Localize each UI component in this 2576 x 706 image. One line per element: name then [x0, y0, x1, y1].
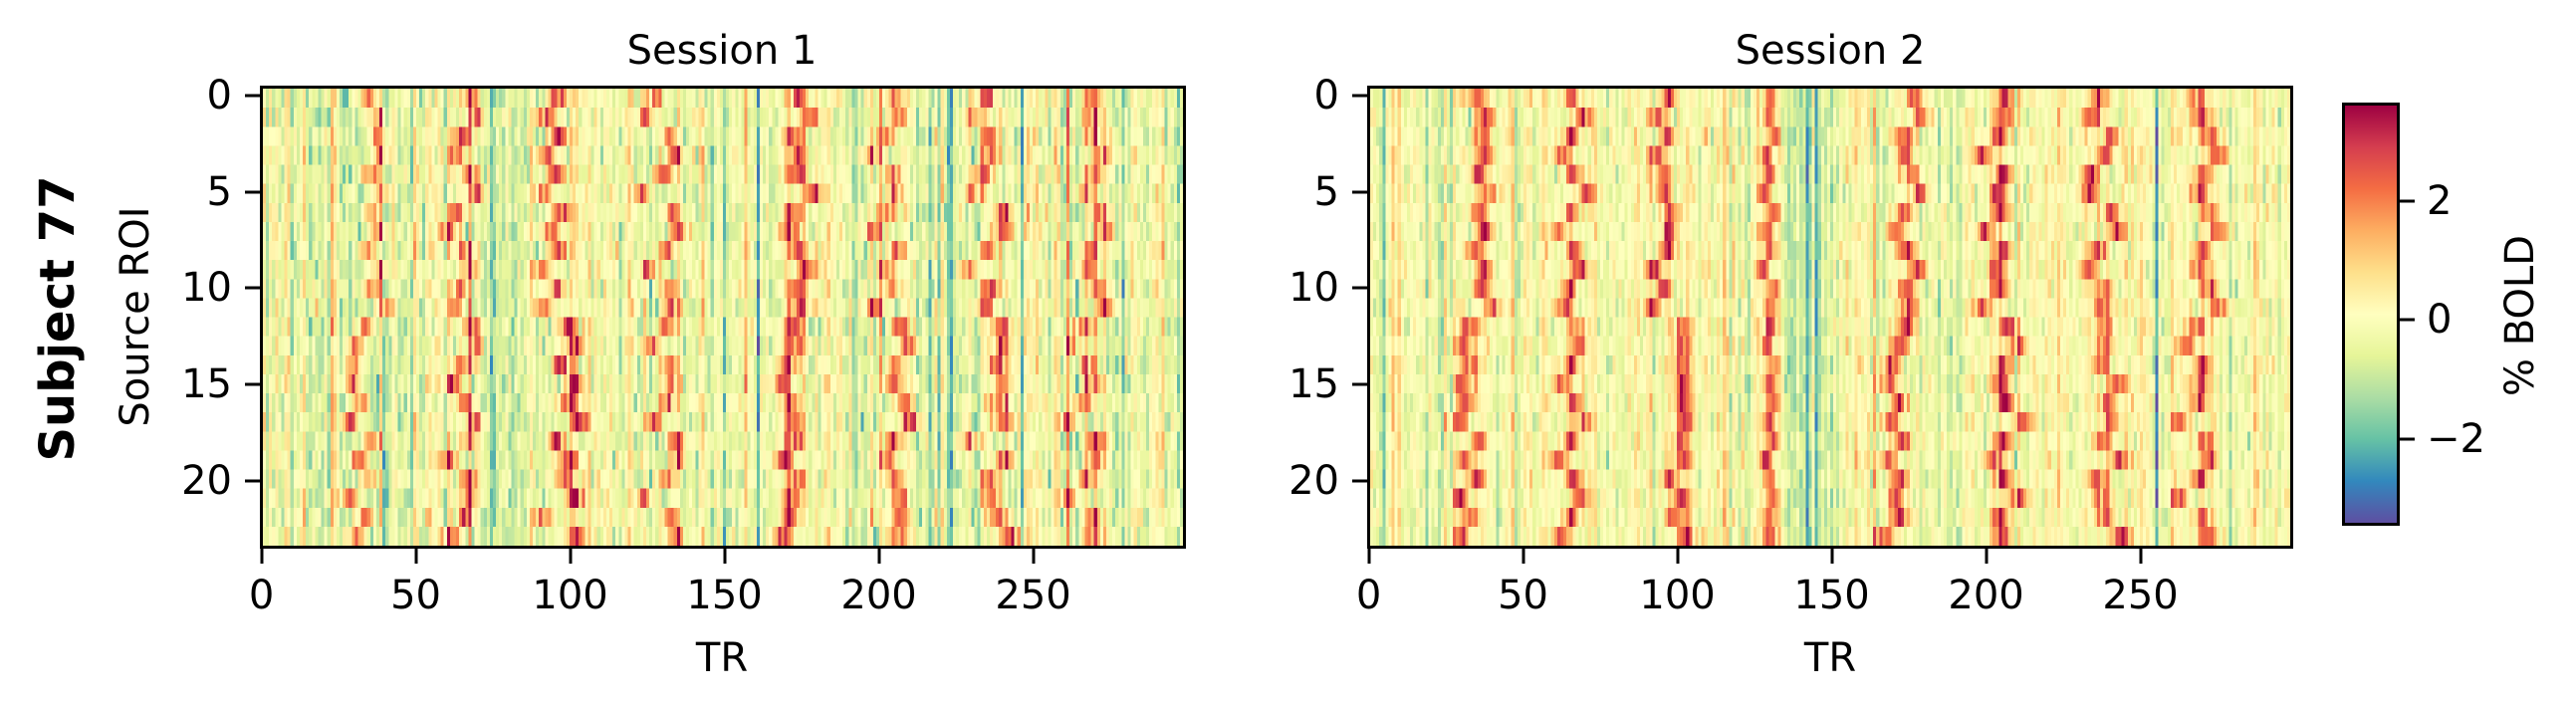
x-tick-label: 50	[390, 573, 441, 618]
colorbar-tick	[2400, 199, 2415, 203]
y-tick-label: 15	[1288, 361, 1339, 408]
x-tick-label: 250	[2102, 573, 2179, 618]
y-tick	[1352, 479, 1367, 483]
colorbar-tick-label: 0	[2427, 297, 2453, 344]
y-tick	[245, 286, 260, 290]
y-tick	[1352, 382, 1367, 386]
colorbar-tick	[2400, 437, 2415, 441]
x-tick	[260, 549, 264, 564]
x-tick	[1032, 549, 1036, 564]
x-tick	[877, 549, 881, 564]
y-tick-label: 10	[181, 265, 232, 312]
x-tick-label: 0	[248, 573, 275, 618]
x-tick	[1676, 549, 1680, 564]
x-tick	[1985, 549, 1989, 564]
panel-title: Session 2	[1735, 28, 1926, 74]
x-tick-label: 100	[532, 573, 608, 618]
colorbar-tick	[2400, 318, 2415, 322]
colorbar-label: % BOLD	[2497, 234, 2543, 397]
y-tick-label: 5	[1313, 168, 1339, 215]
x-axis-label: TR	[695, 635, 749, 681]
y-tick-label: 0	[206, 72, 232, 118]
x-tick-label: 50	[1498, 573, 1548, 618]
y-tick	[245, 94, 260, 98]
y-tick	[1352, 190, 1367, 194]
y-tick	[1352, 94, 1367, 98]
heatmap-image	[263, 89, 1183, 546]
colorbar-tick-label: 2	[2427, 177, 2453, 224]
x-tick	[1830, 549, 1834, 564]
x-tick	[1367, 549, 1371, 564]
x-tick-label: 250	[995, 573, 1071, 618]
y-tick-label: 0	[1313, 72, 1339, 118]
x-tick-label: 200	[840, 573, 917, 618]
heatmap-axes	[1367, 86, 2293, 549]
subject-row-label: Subject 77	[30, 175, 86, 462]
x-tick-label: 0	[1355, 573, 1382, 618]
y-axis-label: Source ROI	[113, 206, 158, 427]
y-tick	[245, 190, 260, 194]
colorbar-gradient	[2342, 103, 2400, 526]
x-tick-label: 200	[1948, 573, 2024, 618]
y-tick	[245, 479, 260, 483]
x-axis-label: TR	[1803, 635, 1857, 681]
y-tick	[1352, 286, 1367, 290]
x-tick-label: 150	[1793, 573, 1870, 618]
x-tick	[569, 549, 573, 564]
x-tick	[414, 549, 418, 564]
x-tick-label: 150	[686, 573, 763, 618]
colorbar-tick-label: −2	[2427, 416, 2485, 463]
x-tick-label: 100	[1639, 573, 1716, 618]
heatmap-axes	[260, 86, 1186, 549]
y-tick-label: 20	[1288, 458, 1339, 505]
x-tick	[723, 549, 727, 564]
x-tick	[1522, 549, 1525, 564]
heatmap-image	[1370, 89, 2290, 546]
y-tick	[245, 382, 260, 386]
y-tick-label: 20	[181, 458, 232, 505]
panel-title: Session 1	[626, 28, 818, 74]
y-tick-label: 10	[1288, 265, 1339, 312]
x-tick	[2139, 549, 2143, 564]
y-tick-label: 5	[206, 168, 232, 215]
y-tick-label: 15	[181, 361, 232, 408]
colorbar-fill	[2345, 106, 2397, 523]
